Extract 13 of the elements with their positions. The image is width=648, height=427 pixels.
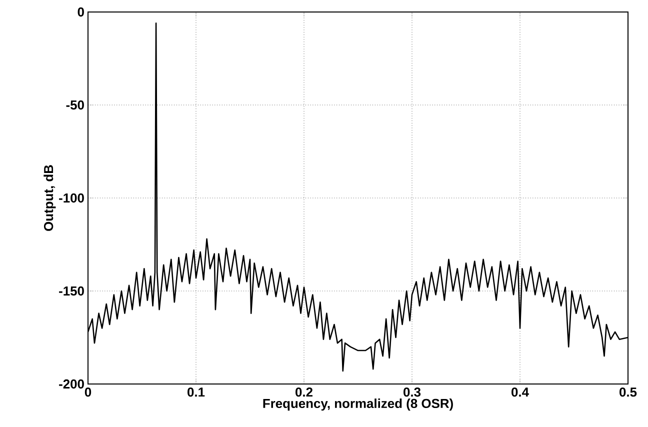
y-tick-label: 0 [78, 7, 84, 17]
x-tick-label: 0.2 [296, 388, 312, 397]
y-tick-label: -200 [59, 379, 84, 389]
y-tick-label: -150 [59, 286, 84, 296]
x-tick-label: 0.5 [620, 388, 637, 397]
y-tick-label: -50 [66, 100, 84, 110]
x-tick-label: 0 [84, 388, 92, 397]
x-tick-label: 0.4 [512, 388, 529, 397]
x-tick-label: 0.3 [404, 388, 421, 397]
y-tick-label: -100 [59, 193, 84, 203]
x-tick-label: 0.1 [188, 388, 205, 397]
x-axis-title: Frequency, normalized (8 OSR) [263, 398, 453, 411]
y-axis-title: Output, dB [44, 165, 56, 231]
